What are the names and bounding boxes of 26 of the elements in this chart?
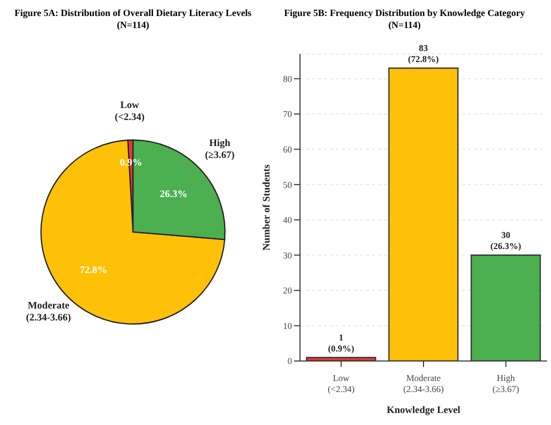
slice-label: High (≥3.67) <box>204 138 235 162</box>
chart-title: Figure 5B: Frequency Distribution by Knowledge Category <box>283 8 526 20</box>
x-axis-title: Knowledge Level <box>386 405 461 416</box>
data-label: 83 (72.8%) <box>408 43 439 64</box>
slice-label: Moderate (2.34-3.66) <box>26 300 72 324</box>
data-label: 72.8% <box>80 264 108 276</box>
chart-subtitle: (N=114) <box>116 20 150 32</box>
y-tick-label: 80 <box>283 74 292 84</box>
x-tick-label: Moderate (2.34-3.66) <box>403 373 444 394</box>
chart-subtitle: (N=114) <box>387 20 422 32</box>
y-tick-label: 30 <box>283 250 292 260</box>
slice-label: Low (<2.34) <box>114 100 145 124</box>
y-tick-label: 20 <box>283 286 292 296</box>
data-label: 26.3% <box>160 188 188 200</box>
y-tick-label: 50 <box>283 180 292 190</box>
y-tick-label: 10 <box>283 320 292 331</box>
y-tick-label: 70 <box>283 109 292 120</box>
y-tick-label: 0 <box>288 356 292 366</box>
data-label: 30 (26.3%) <box>490 230 522 252</box>
x-tick-label: High (≥3.67) <box>492 373 520 394</box>
y-tick-label: 40 <box>283 215 292 226</box>
x-tick-label: Low (<2.34) <box>328 373 355 394</box>
chart-title: Figure 5A: Distribution of Overall Dietary Literacy Levels <box>13 8 252 20</box>
y-tick-label: 60 <box>283 144 292 154</box>
y-axis-title: Number of Students <box>262 164 273 250</box>
data-label: 1 (0.9%) <box>328 332 354 354</box>
